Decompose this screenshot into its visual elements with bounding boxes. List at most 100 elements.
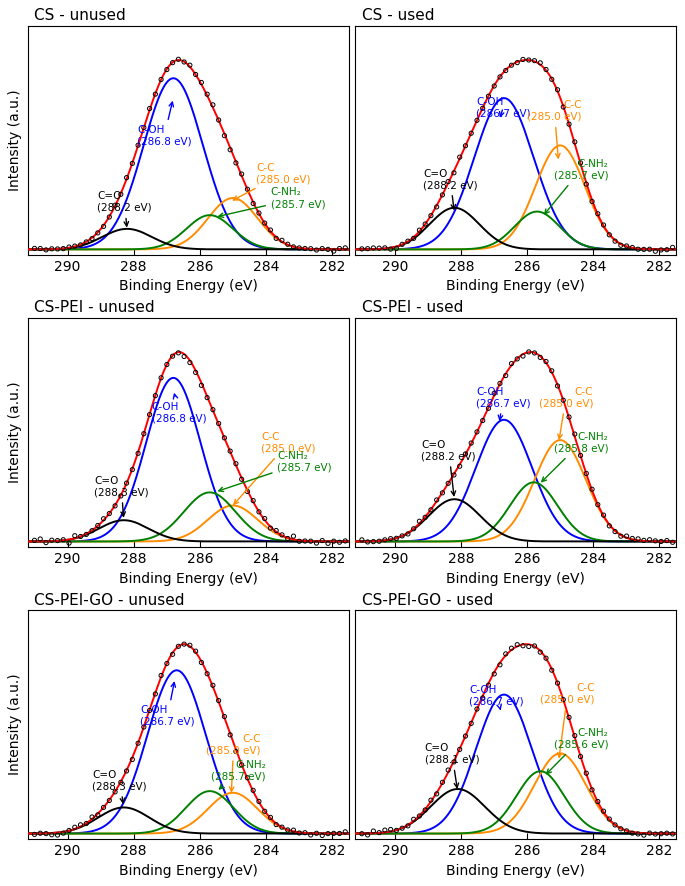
Point [621, 529, 632, 543]
Point [667, 535, 678, 549]
Point [334, 242, 345, 256]
Point [104, 507, 115, 521]
Text: C-OH
(286.7 eV): C-OH (286.7 eV) [476, 386, 531, 420]
Point [277, 528, 288, 542]
Point [368, 534, 379, 548]
Point [92, 518, 103, 532]
Point [385, 822, 396, 836]
X-axis label: Binding Energy (eV): Binding Energy (eV) [119, 571, 258, 586]
Point [558, 693, 569, 707]
Point [362, 242, 373, 256]
Point [500, 647, 511, 661]
Point [575, 448, 586, 462]
Point [529, 639, 540, 653]
Point [242, 183, 253, 197]
Point [162, 657, 173, 671]
Point [495, 377, 506, 391]
Point [167, 56, 178, 70]
Point [621, 239, 632, 253]
Point [408, 812, 419, 827]
Point [512, 56, 523, 70]
Point [225, 727, 236, 742]
Point [259, 216, 270, 230]
Point [253, 206, 264, 220]
Point [127, 752, 138, 766]
Point [552, 379, 563, 393]
Point [213, 113, 224, 127]
Text: CS-PEI-GO - used: CS-PEI-GO - used [362, 593, 493, 608]
Point [523, 640, 534, 654]
Point [477, 101, 488, 115]
Y-axis label: Intensity (a.u.): Intensity (a.u.) [8, 382, 23, 484]
Point [40, 243, 51, 257]
Point [288, 529, 299, 543]
Point [213, 416, 224, 431]
Point [615, 821, 626, 835]
Text: C-C
(285.0 eV): C-C (285.0 eV) [540, 682, 595, 758]
Point [569, 427, 580, 441]
Point [86, 810, 97, 824]
Point [506, 356, 517, 370]
Point [454, 150, 465, 164]
Point [454, 459, 465, 473]
Point [460, 139, 471, 153]
Text: C-NH₂
(285.7 eV): C-NH₂ (285.7 eV) [219, 188, 325, 217]
Point [449, 468, 460, 482]
Point [98, 511, 109, 525]
Point [477, 691, 488, 705]
Point [569, 135, 580, 149]
Point [248, 197, 259, 211]
Point [627, 532, 638, 546]
Point [535, 56, 546, 70]
Point [104, 793, 115, 807]
Point [150, 389, 161, 403]
Point [397, 237, 408, 252]
Point [288, 240, 299, 254]
Point [552, 676, 563, 690]
Point [633, 532, 644, 546]
Point [58, 826, 68, 840]
Y-axis label: Intensity (a.u.): Intensity (a.u.) [8, 89, 23, 191]
Point [29, 828, 40, 842]
Point [271, 524, 282, 538]
Point [236, 167, 247, 181]
Point [253, 795, 264, 809]
Text: CS - used: CS - used [362, 8, 434, 23]
Point [650, 245, 661, 259]
Point [546, 73, 557, 87]
Point [495, 70, 506, 84]
Point [638, 828, 649, 843]
Point [340, 825, 351, 839]
Point [540, 651, 551, 665]
Point [564, 711, 575, 725]
Point [64, 536, 75, 550]
Point [47, 828, 58, 842]
Point [121, 764, 132, 778]
Text: C-OH
(286.8 eV): C-OH (286.8 eV) [137, 102, 192, 146]
Point [230, 744, 241, 758]
Point [546, 663, 557, 677]
Point [52, 242, 63, 256]
Point [466, 126, 477, 140]
Point [133, 447, 144, 461]
Text: C=O
(288.3 eV): C=O (288.3 eV) [92, 770, 147, 803]
Point [248, 494, 259, 508]
Point [294, 534, 305, 548]
Point [127, 156, 138, 170]
Point [558, 100, 569, 114]
Point [121, 476, 132, 490]
Point [52, 533, 63, 548]
Point [213, 694, 224, 708]
X-axis label: Binding Energy (eV): Binding Energy (eV) [446, 864, 585, 878]
X-axis label: Binding Energy (eV): Binding Energy (eV) [446, 279, 585, 293]
Point [265, 521, 276, 535]
Point [650, 827, 661, 841]
Point [604, 519, 615, 533]
Point [138, 720, 149, 734]
Text: C-C
(285.0 eV): C-C (285.0 eV) [539, 386, 593, 439]
Text: C-NH₂
(285.8 eV): C-NH₂ (285.8 eV) [542, 432, 608, 482]
Point [397, 529, 408, 543]
Text: C-C
(285.0 eV): C-C (285.0 eV) [234, 432, 316, 504]
Point [271, 818, 282, 832]
Point [110, 198, 121, 213]
